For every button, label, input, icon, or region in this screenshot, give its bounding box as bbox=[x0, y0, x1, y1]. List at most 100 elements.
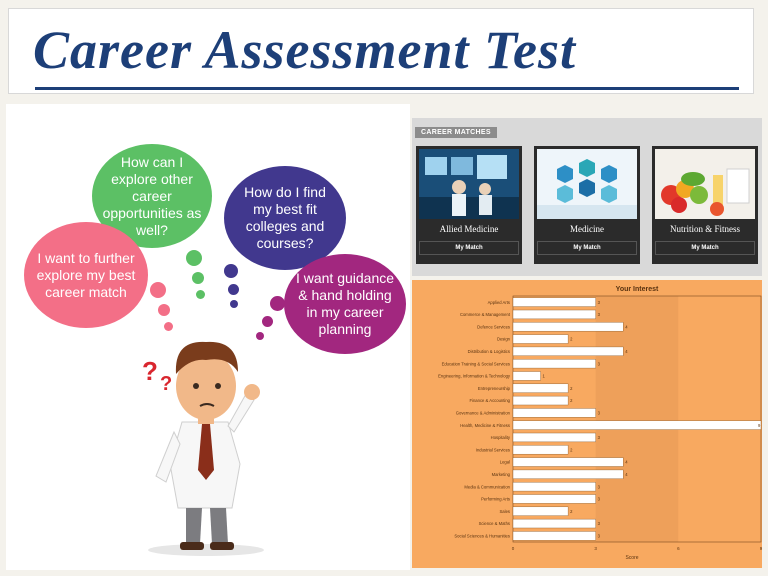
bar-value-label: 2 bbox=[570, 509, 573, 514]
interest-bar bbox=[512, 383, 569, 393]
interest-bar bbox=[512, 395, 569, 406]
category-label: Engineering, Information & Technology bbox=[438, 374, 511, 379]
bar-value-label: 4 bbox=[625, 460, 628, 465]
category-label: Marketing bbox=[492, 472, 511, 477]
category-label: Finance & Accounting bbox=[469, 398, 510, 403]
career-card-title: Allied Medicine bbox=[439, 224, 499, 234]
interest-bar bbox=[512, 506, 569, 516]
category-label: Education Training & Social Services bbox=[442, 361, 510, 366]
interest-bar bbox=[512, 531, 596, 541]
my-match-button[interactable]: My Match bbox=[419, 241, 519, 255]
interest-bar bbox=[512, 482, 596, 492]
interest-bar-chart: Your Interest Applied Arts 3 Commerce & Man… bbox=[438, 286, 763, 561]
bar-value-label: 3 bbox=[598, 484, 601, 489]
bubble-best-fit-text: How do I find my best fit colleges and c… bbox=[244, 184, 326, 251]
interest-bar bbox=[512, 346, 624, 356]
bar-value-label: 2 bbox=[570, 447, 573, 452]
category-label: Entrepreneurship bbox=[478, 386, 511, 391]
bubble-explore-other-text: How can I explore other career opportuni… bbox=[102, 153, 202, 238]
bar-value-label: 3 bbox=[598, 361, 601, 366]
chart-frame bbox=[512, 295, 762, 543]
bar-value-label: 3 bbox=[598, 435, 601, 440]
thought-dot bbox=[256, 332, 264, 340]
bar-value-label: 2 bbox=[570, 386, 573, 391]
category-label: Defence Services bbox=[477, 324, 510, 329]
interest-bar bbox=[512, 297, 596, 307]
nutrition-fitness-image bbox=[655, 149, 755, 219]
interest-bar bbox=[512, 432, 596, 443]
thought-dot bbox=[192, 272, 204, 284]
chart-band bbox=[595, 296, 679, 542]
thought-dot bbox=[150, 282, 166, 298]
chart-band bbox=[678, 296, 761, 542]
career-card-medicine[interactable]: Medicine My Match bbox=[534, 146, 640, 264]
bubble-best-fit: How do I find my best fit colleges and c… bbox=[224, 166, 346, 270]
interest-bar bbox=[512, 445, 569, 455]
interest-bar bbox=[512, 457, 624, 467]
bar-value-label: 1 bbox=[543, 374, 546, 379]
medicine-image bbox=[537, 149, 637, 219]
interest-bar bbox=[512, 494, 596, 504]
bar-value-label: 3 bbox=[598, 410, 601, 415]
category-label: Performing Arts bbox=[481, 497, 510, 502]
interest-bar bbox=[512, 309, 596, 320]
career-matches-panel: CAREER MATCHES Allied Medicine My Match bbox=[412, 118, 762, 276]
thought-dot bbox=[228, 284, 239, 295]
my-match-button[interactable]: My Match bbox=[537, 241, 637, 255]
svg-text:?: ? bbox=[142, 356, 158, 386]
x-tick-label: 0 bbox=[512, 546, 515, 551]
thought-dot bbox=[158, 304, 170, 316]
bar-value-label: 3 bbox=[598, 521, 601, 526]
bar-value-label: 2 bbox=[570, 337, 573, 342]
interest-bar bbox=[512, 420, 762, 430]
bar-value-label: 3 bbox=[598, 533, 601, 538]
thought-dot bbox=[270, 296, 285, 311]
svg-text:?: ? bbox=[160, 373, 172, 395]
thought-dot bbox=[196, 290, 205, 299]
thought-dot bbox=[224, 264, 238, 278]
chart-title: Your Interest bbox=[616, 286, 659, 293]
bar-value-label: 4 bbox=[625, 324, 628, 329]
category-label: Governance & Administration bbox=[456, 410, 511, 415]
x-tick-label: 9 bbox=[760, 546, 762, 551]
bar-value-label: 4 bbox=[625, 472, 628, 477]
bubble-guidance: I want guidance & hand holding in my car… bbox=[284, 254, 406, 354]
category-label: Distribution & Logistics bbox=[468, 349, 510, 354]
career-card-allied-medicine[interactable]: Allied Medicine My Match bbox=[416, 146, 522, 264]
x-tick-label: 6 bbox=[677, 546, 680, 551]
category-label: Science & Maths bbox=[479, 521, 510, 526]
interest-bar bbox=[512, 334, 569, 344]
x-tick-label: 3 bbox=[594, 546, 597, 551]
thought-dot bbox=[186, 250, 202, 266]
bubble-further-match-text: I want to further explore my best career… bbox=[36, 249, 136, 300]
thought-dot bbox=[164, 322, 173, 331]
illustration-panel: How can I explore other career opportuni… bbox=[6, 104, 410, 570]
title-banner: Career Assessment Test bbox=[8, 8, 754, 94]
thought-dot bbox=[230, 300, 238, 308]
bubble-further-match: I want to further explore my best career… bbox=[24, 222, 148, 328]
career-matches-label: CAREER MATCHES bbox=[415, 127, 497, 138]
interest-bar bbox=[512, 469, 624, 479]
category-label: Legal bbox=[500, 460, 510, 465]
thought-dot bbox=[262, 316, 273, 327]
category-label: Design bbox=[497, 337, 511, 342]
category-label: Hospitality bbox=[491, 435, 511, 440]
bar-value-label: 9 bbox=[758, 423, 761, 428]
my-match-button[interactable]: My Match bbox=[655, 241, 755, 255]
category-label: Commerce & Management bbox=[460, 312, 511, 317]
bubble-guidance-text: I want guidance & hand holding in my car… bbox=[295, 270, 395, 337]
career-card-title: Medicine bbox=[570, 224, 604, 234]
bar-value-label: 4 bbox=[625, 349, 628, 354]
confused-man-illustration: ? ? bbox=[142, 341, 264, 556]
category-label: Media & Communication bbox=[464, 484, 510, 489]
bar-value-label: 3 bbox=[598, 497, 601, 502]
bar-value-label: 3 bbox=[598, 300, 601, 305]
category-label: Health, Medicine & Fitness bbox=[460, 423, 510, 428]
category-label: Sales bbox=[500, 509, 510, 514]
interest-bar bbox=[512, 359, 596, 369]
title-underline bbox=[35, 87, 739, 90]
category-label: Social Sciences & Humanities bbox=[454, 533, 510, 538]
bar-value-label: 3 bbox=[598, 312, 601, 317]
page-title: Career Assessment Test bbox=[33, 20, 577, 80]
career-card-nutrition-fitness[interactable]: Nutrition & Fitness My Match bbox=[652, 146, 758, 264]
